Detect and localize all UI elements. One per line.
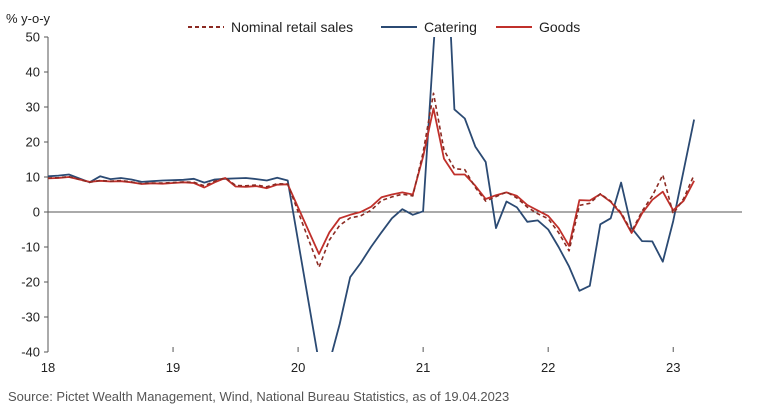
y-tick-label: 0 xyxy=(33,205,40,220)
x-tick-label: 18 xyxy=(41,360,55,375)
series-line-catering xyxy=(48,37,695,352)
x-tick-label: 23 xyxy=(666,360,680,375)
y-tick-label: -20 xyxy=(21,275,40,290)
y-tick-label: 20 xyxy=(26,135,40,150)
x-tick-label: 19 xyxy=(166,360,180,375)
y-tick-label: -30 xyxy=(21,310,40,325)
x-tick-label: 22 xyxy=(541,360,555,375)
x-tick-label: 20 xyxy=(291,360,305,375)
source-note: Source: Pictet Wealth Management, Wind, … xyxy=(8,389,510,404)
y-tick-label: -10 xyxy=(21,240,40,255)
y-tick-label: 30 xyxy=(26,100,40,115)
legend-label-nominal-retail-sales: Nominal retail sales xyxy=(231,19,353,35)
x-tick-label: 21 xyxy=(416,360,430,375)
y-tick-label: 40 xyxy=(26,65,40,80)
legend: Nominal retail sales Catering Goods xyxy=(188,19,580,35)
y-tick-label: 50 xyxy=(26,30,40,45)
legend-label-goods: Goods xyxy=(539,19,580,35)
series-line-nominal-retail-sales xyxy=(48,92,695,269)
y-tick-label: 10 xyxy=(26,170,40,185)
y-tick-label: -40 xyxy=(21,345,40,360)
legend-label-catering: Catering xyxy=(424,19,477,35)
y-axis-label: % y-o-y xyxy=(6,11,51,26)
